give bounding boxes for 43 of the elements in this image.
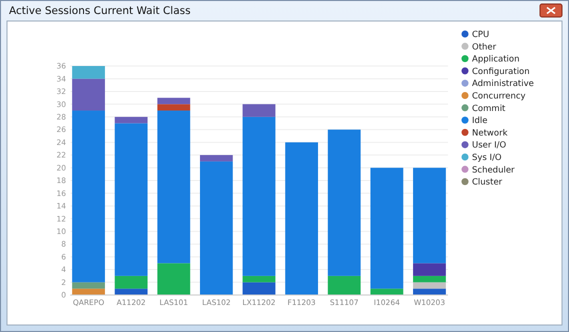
- bar: [114, 116, 148, 124]
- bar: [370, 168, 404, 289]
- bar: [157, 104, 190, 111]
- bar: [200, 155, 233, 162]
- bar: [413, 276, 446, 282]
- bar: [72, 66, 105, 79]
- legend-label: Cluster: [472, 178, 503, 188]
- bar: [413, 288, 446, 295]
- legend-label: Sys I/O: [472, 152, 502, 163]
- bar: [114, 288, 148, 295]
- legend-label: Configuration: [472, 66, 530, 77]
- bar: [200, 161, 233, 295]
- bar: [285, 142, 318, 295]
- bar: [413, 168, 446, 264]
- chart-title: Active Sessions Current Wait Class: [9, 5, 191, 17]
- legend-label: Network: [472, 128, 508, 138]
- bar: [72, 110, 105, 282]
- bar: [328, 276, 361, 295]
- bar: [242, 282, 276, 295]
- legend-label: CPU: [472, 30, 490, 40]
- bar: [413, 263, 446, 276]
- legend-label: User I/O: [472, 140, 506, 151]
- bar: [157, 98, 190, 104]
- bar: [72, 282, 105, 289]
- bar: [242, 104, 276, 117]
- legend-label: Application: [472, 54, 520, 65]
- legend-label: Commit: [472, 104, 506, 114]
- bar: [242, 276, 276, 282]
- bar: [413, 282, 446, 289]
- bar: [157, 263, 190, 295]
- bar: [242, 116, 276, 276]
- legend-label: Scheduler: [472, 165, 516, 176]
- bar: [72, 288, 105, 295]
- legend-label: Other: [472, 42, 497, 52]
- legend-label: Administrative: [472, 79, 534, 90]
- bar: [72, 78, 105, 111]
- bar: [114, 123, 148, 276]
- bar: [114, 276, 148, 289]
- bar: [370, 288, 404, 295]
- legend-label: Idle: [472, 116, 488, 126]
- bar: [328, 130, 361, 276]
- bar: [157, 110, 190, 264]
- legend-label: Concurrency: [472, 91, 526, 102]
